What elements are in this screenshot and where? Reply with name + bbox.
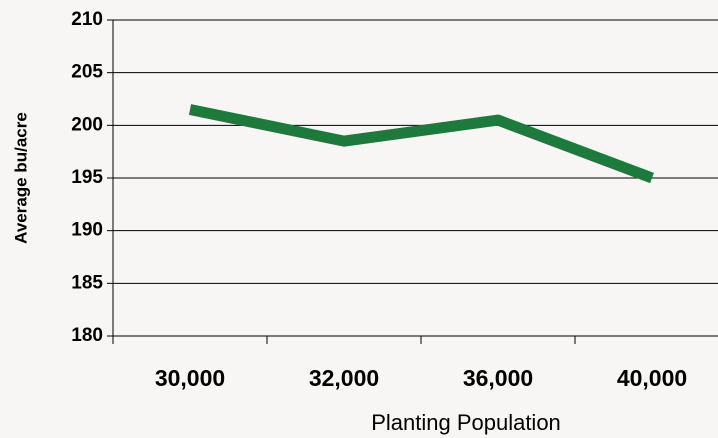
line-series (188, 104, 654, 184)
y-tick-label: 195 (71, 167, 103, 188)
y-tick-label: 190 (71, 220, 103, 241)
x-tick-label: 30,000 (155, 365, 225, 391)
x-tick-label: 40,000 (617, 365, 687, 391)
y-tick-label: 210 (71, 9, 103, 30)
y-tick-label: 200 (71, 114, 103, 135)
y-axis-title: Average bu/acre (11, 112, 30, 244)
x-tick-label: 32,000 (309, 365, 379, 391)
y-tick-label: 180 (71, 325, 103, 346)
x-axis-title: Planting Population (371, 410, 561, 435)
x-tick-label: 36,000 (463, 365, 533, 391)
y-tick-label: 205 (71, 62, 103, 83)
y-tick-label: 185 (71, 272, 103, 293)
